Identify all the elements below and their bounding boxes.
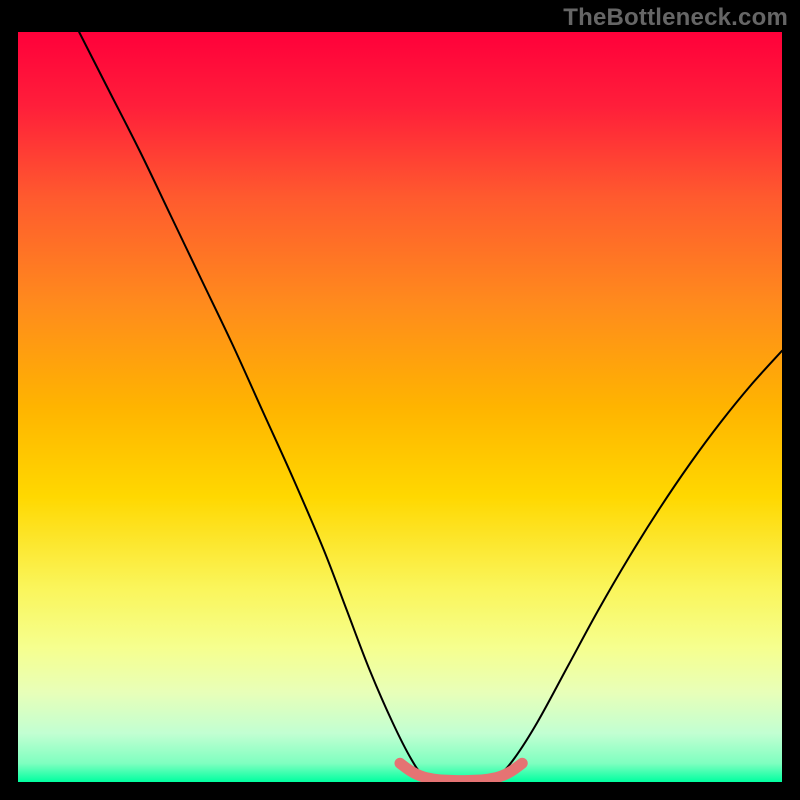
- plot-area: [18, 32, 782, 782]
- watermark-text: TheBottleneck.com: [563, 4, 788, 32]
- bottleneck-curve-chart: [18, 32, 782, 782]
- gradient-background: [18, 32, 782, 782]
- chart-frame: TheBottleneck.com: [0, 0, 800, 800]
